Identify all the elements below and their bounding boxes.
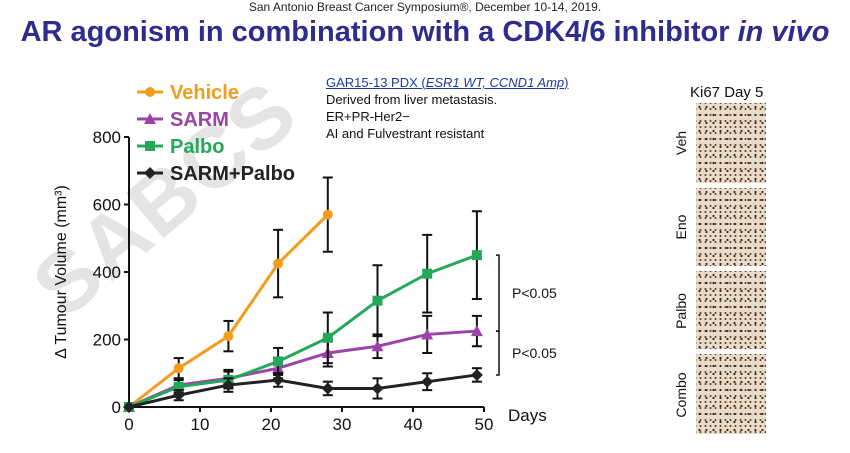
- ki67-panel-veh: [696, 103, 766, 183]
- y-axis-label: Δ Tumour Volume (mm³): [53, 185, 70, 359]
- title-main: AR agonism in combination with a CDK4/6 …: [20, 16, 738, 48]
- significance-label: P<0.05: [512, 345, 557, 361]
- series-line: [128, 253, 478, 409]
- model-line-2: ER+PR-Her2−: [326, 109, 410, 124]
- ki67-panel-palbo: [696, 271, 766, 349]
- data-point: [322, 209, 333, 220]
- data-point: [421, 375, 434, 388]
- data-point: [371, 382, 384, 395]
- data-point: [173, 363, 184, 374]
- data-point: [223, 331, 234, 342]
- data-point: [421, 328, 434, 340]
- x-tick-label: 0: [124, 415, 133, 434]
- slide-title: AR agonism in combination with a CDK4/6 …: [0, 16, 850, 49]
- data-point: [173, 381, 184, 392]
- x-axis-label: Days: [508, 406, 547, 425]
- x-tick-label: 50: [475, 415, 494, 434]
- y-tick-label: 200: [93, 331, 121, 350]
- significance-bracket: [496, 330, 500, 376]
- data-point: [273, 356, 284, 367]
- model-line-1: Derived from liver metastasis.: [326, 92, 498, 107]
- data-point: [422, 268, 433, 279]
- data-point: [222, 379, 235, 392]
- model-link[interactable]: GAR15-13 PDX (ESR1 WT, CCND1 Amp): [326, 74, 569, 91]
- ki67-panel-combo: [696, 354, 766, 434]
- model-link-suffix: ): [564, 75, 569, 90]
- series-line: [128, 373, 478, 409]
- data-point: [372, 295, 383, 306]
- legend-label: Palbo: [170, 136, 224, 158]
- series-sarm-palbo: [128, 367, 482, 409]
- y-tick-label: 800: [93, 128, 121, 147]
- y-tick-label: 400: [93, 263, 121, 282]
- title-italic: in vivo: [737, 16, 830, 48]
- data-point: [321, 382, 334, 395]
- data-point: [322, 332, 333, 343]
- ki67-label-eno: Eno: [673, 214, 689, 240]
- x-tick-label: 20: [262, 415, 281, 434]
- y-tick-label: 0: [112, 398, 121, 417]
- series-vehicle: [128, 176, 333, 409]
- model-link-italic: ESR1 WT, CCND1 Amp: [425, 75, 565, 90]
- legend-marker: [144, 113, 156, 124]
- legend-marker: [145, 141, 155, 151]
- ki67-panel-eno: [696, 188, 766, 266]
- data-point: [471, 250, 482, 261]
- y-tick-label: 600: [93, 196, 121, 215]
- data-point: [272, 374, 285, 386]
- x-tick-label: 10: [191, 415, 210, 434]
- model-link-prefix: GAR15-13 PDX (: [326, 75, 426, 90]
- legend-label: SARM+Palbo: [170, 163, 295, 185]
- x-tick-label: 30: [333, 415, 352, 434]
- ki67-label-veh: Veh: [673, 130, 689, 156]
- legend-marker: [145, 87, 155, 97]
- data-point: [172, 389, 185, 402]
- data-point: [273, 258, 284, 269]
- x-tick-label: 40: [404, 415, 423, 434]
- model-info: GAR15-13 PDX (ESR1 WT, CCND1 Amp) Derive…: [326, 74, 569, 142]
- data-point: [371, 340, 384, 352]
- data-point: [470, 325, 483, 337]
- model-line-3: AI and Fulvestrant resistant: [326, 126, 485, 141]
- significance-bracket: [496, 254, 500, 332]
- ki67-label-combo: Combo: [673, 372, 689, 418]
- ki67-label-palbo: Palbo: [673, 293, 689, 329]
- legend-marker: [144, 167, 156, 179]
- legend-label: Vehicle: [170, 82, 239, 104]
- data-point: [123, 401, 135, 413]
- legend-label: SARM: [170, 109, 229, 131]
- data-point: [470, 368, 483, 381]
- series-line: [128, 329, 478, 409]
- meeting-caption: San Antonio Breast Cancer Symposium®, De…: [248, 0, 602, 14]
- ki67-title: Ki67 Day 5: [690, 84, 764, 101]
- significance-label: P<0.05: [512, 285, 557, 301]
